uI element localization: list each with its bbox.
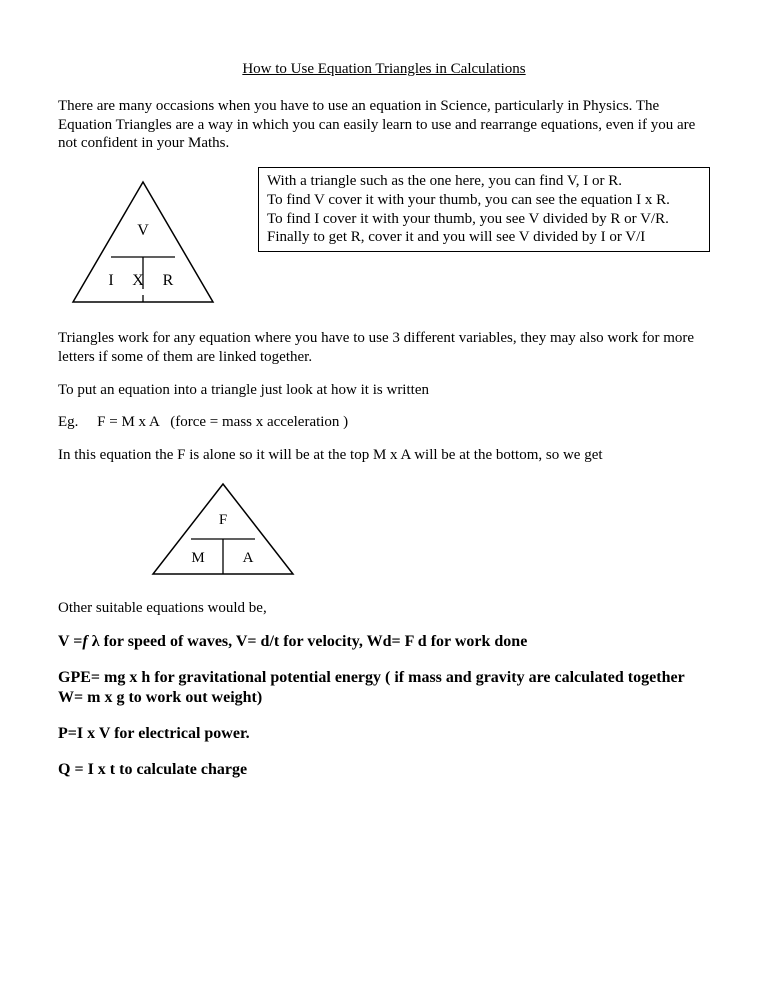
triangle-fma: F M A [148, 479, 710, 579]
triangle-vir: V I X R [58, 167, 218, 307]
tri1-left-label: I [108, 272, 113, 289]
box-line-4: Finally to get R, cover it and you will … [267, 229, 645, 245]
paragraph-5: Other suitable equations would be, [58, 599, 710, 618]
intro-paragraph: There are many occasions when you have t… [58, 97, 710, 153]
equation-gpe: GPE= mg x h for gravitational potential … [58, 668, 710, 708]
page-title: How to Use Equation Triangles in Calcula… [58, 60, 710, 79]
eq1-pre: V = [58, 633, 82, 650]
paragraph-4: In this equation the F is alone so it wi… [58, 446, 710, 465]
paragraph-3: To put an equation into a triangle just … [58, 381, 710, 400]
eq1-post: λ for speed of waves, V= d/t for velocit… [88, 633, 528, 650]
example-line: Eg. F = M x A (force = mass x accelerati… [58, 413, 710, 432]
triangle-and-box-row: V I X R With a triangle such as the one … [58, 167, 710, 307]
equation-wave-velocity-work: V =f λ for speed of waves, V= d/t for ve… [58, 632, 710, 652]
box-line-2: To find V cover it with your thumb, you … [267, 192, 670, 208]
tri1-top-label: V [137, 222, 149, 239]
paragraph-2: Triangles work for any equation where yo… [58, 329, 710, 367]
instruction-box: With a triangle such as the one here, yo… [258, 167, 710, 252]
tri2-left-label: M [191, 550, 204, 566]
tri2-top-label: F [219, 512, 227, 528]
tri1-right-label: R [163, 272, 174, 289]
box-line-3: To find I cover it with your thumb, you … [267, 211, 669, 227]
box-line-1: With a triangle such as the one here, yo… [267, 173, 622, 189]
equation-charge: Q = I x t to calculate charge [58, 760, 710, 780]
equation-power: P=I x V for electrical power. [58, 724, 710, 744]
tri2-right-label: A [243, 550, 254, 566]
tri1-mid-label: X [132, 272, 144, 289]
